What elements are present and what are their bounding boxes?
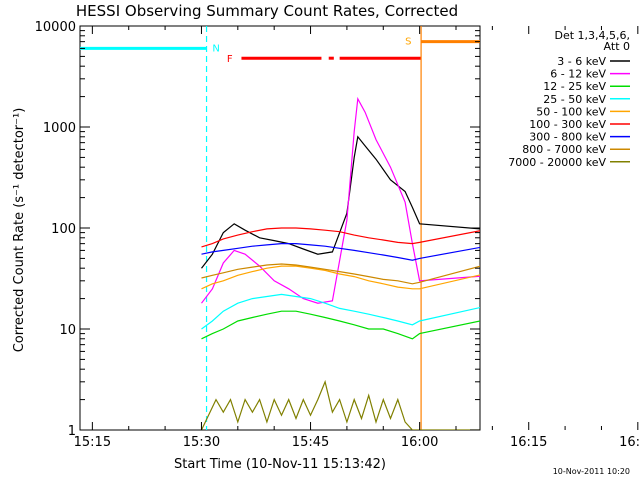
series-line-3 (201, 293, 480, 330)
legend-label-7: 800 - 7000 keV (522, 143, 606, 156)
flag-label-n: N (212, 43, 219, 54)
x-tick-label-0: 15:15 (74, 435, 111, 450)
series-line-0 (201, 135, 480, 269)
y-tick-label-0: 1 (68, 424, 76, 439)
series-line-4 (201, 265, 480, 290)
series-line-2 (201, 310, 480, 340)
y-tick-label-3: 1000 (43, 121, 76, 136)
series-line-6 (201, 243, 480, 261)
y-axis: 1 10 100 1000 10000 (35, 20, 480, 439)
x-tick-label-1: 15:30 (183, 435, 220, 450)
y-axis-label: Corrected Count Rate (s⁻¹ detector⁻¹) (12, 108, 27, 353)
y-tick-label-4: 10000 (35, 20, 76, 35)
flag-label-s: S (405, 37, 411, 48)
legend-label-8: 7000 - 20000 keV (508, 156, 606, 169)
legend-label-6: 300 - 800 keV (529, 131, 606, 144)
y-tick-label-1: 10 (59, 323, 76, 338)
legend-label-1: 6 - 12 keV (550, 68, 606, 81)
series-line-5 (201, 227, 480, 248)
timestamp: 10-Nov-2011 10:20 (553, 467, 630, 476)
x-axis-label: Start Time (10-Nov-11 15:13:42) (174, 457, 386, 472)
legend-label-5: 100 - 300 keV (529, 118, 606, 131)
flag-label-f: F (227, 54, 233, 65)
legend-label-4: 50 - 100 keV (536, 105, 606, 118)
series-line-8 (200, 379, 480, 430)
y-tick-label-2: 100 (51, 222, 76, 237)
series-line-7 (201, 263, 480, 285)
legend-label-3: 25 - 50 keV (543, 93, 606, 106)
legend-label-2: 12 - 25 keV (543, 80, 606, 93)
legend-title-line1: Det 1,3,4,5,6, (554, 29, 630, 42)
legend-label-0: 3 - 6 keV (557, 55, 606, 68)
legend-title-line2: Att 0 (604, 40, 630, 53)
x-tick-label-4: 16:15 (510, 435, 547, 450)
series-line-1 (201, 96, 480, 304)
plot-area: NF S (79, 25, 481, 431)
chart-title: HESSI Observing Summary Count Rates, Cor… (76, 2, 458, 20)
x-tick-label-3: 16:00 (401, 435, 438, 450)
x-tick-label-5: 16:30 (619, 435, 640, 450)
x-tick-label-2: 15:45 (292, 435, 329, 450)
